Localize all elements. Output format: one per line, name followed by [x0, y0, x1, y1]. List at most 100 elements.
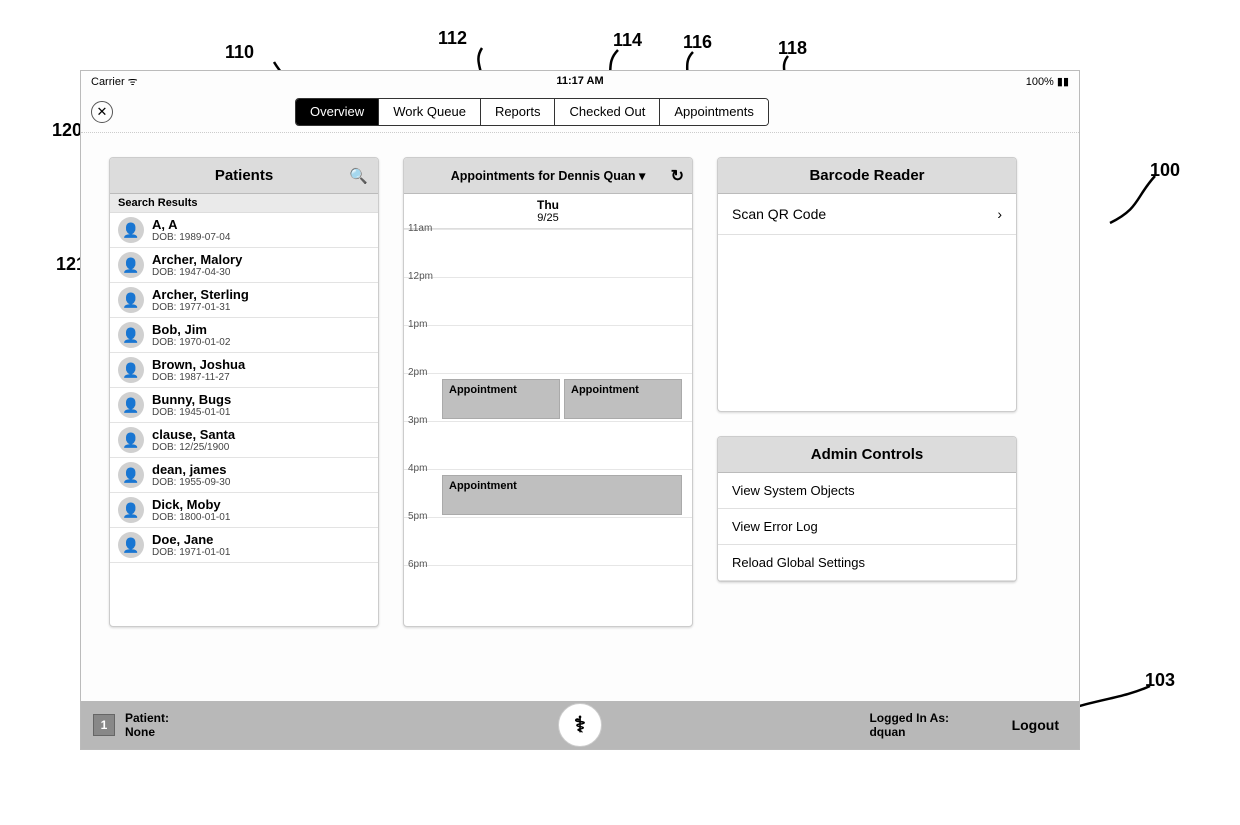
patients-header: Patients 🔍 [110, 158, 378, 194]
close-icon[interactable]: ✕ [91, 101, 113, 123]
tab-work-queue[interactable]: Work Queue [379, 99, 481, 125]
calendar-body[interactable]: 11am12pm1pm2pm3pm4pm5pm6pm AppointmentAp… [404, 229, 692, 626]
logged-in-info: Logged In As: dquan [869, 711, 949, 740]
avatar-icon: 👤 [118, 357, 144, 383]
patient-name: Bunny, Bugs [152, 392, 231, 407]
bottom-bar: 1 Patient: None ⚕ Logged In As: dquan Lo… [81, 701, 1079, 749]
logged-label: Logged In As: [869, 711, 949, 725]
patient-row[interactable]: 👤 dean, jamesDOB: 1955-09-30 [110, 458, 378, 493]
tab-bar: Overview Work Queue Reports Checked Out … [295, 98, 769, 126]
search-icon[interactable]: 🔍 [349, 167, 368, 185]
right-column: Barcode Reader Scan QR Code › Admin Cont… [717, 157, 1017, 693]
barcode-title: Barcode Reader [809, 167, 924, 184]
tab-appointments[interactable]: Appointments [660, 99, 768, 125]
callout-120: 120 [52, 120, 82, 141]
current-patient: Patient: None [125, 711, 169, 740]
patient-row[interactable]: 👤Bunny, BugsDOB: 1945-01-01 [110, 388, 378, 423]
patient-name: Archer, Sterling [152, 287, 249, 302]
hour-label: 1pm [408, 319, 427, 330]
logged-user: dquan [869, 725, 949, 739]
admin-reload[interactable]: Reload Global Settings [718, 545, 1016, 581]
patient-list[interactable]: 👤A, ADOB: 1989-07-04👤Archer, MaloryDOB: … [110, 213, 378, 626]
patient-row[interactable]: 👤 Archer, SterlingDOB: 1977-01-31 [110, 283, 378, 318]
callout-116: 116 [683, 32, 712, 53]
scan-qr-label: Scan QR Code [732, 206, 826, 222]
battery-indicator: 100% ▮▮ [1026, 75, 1069, 88]
date-label: 9/25 [404, 212, 692, 224]
barcode-panel: Barcode Reader Scan QR Code › [717, 157, 1017, 412]
top-nav: ✕ Overview Work Queue Reports Checked Ou… [81, 91, 1079, 133]
patient-name: Dick, Moby [152, 497, 230, 512]
admin-view-system[interactable]: View System Objects [718, 473, 1016, 509]
appointment-block[interactable]: Appointment [442, 379, 560, 419]
patient-name: clause, Santa [152, 427, 235, 442]
patient-name: A, A [152, 217, 230, 232]
avatar-icon: 👤 [118, 427, 144, 453]
hour-label: 12pm [408, 271, 433, 282]
day-label: Thu [404, 198, 692, 212]
patient-dob: DOB: 1971-01-01 [152, 547, 230, 558]
appointments-panel: Appointments for Dennis Quan ▾ ↻ Thu 9/2… [403, 157, 693, 627]
patient-value: None [125, 725, 169, 739]
patient-dob: DOB: 1989-07-04 [152, 232, 230, 243]
patient-row[interactable]: 👤Doe, JaneDOB: 1971-01-01 [110, 528, 378, 563]
avatar-icon: 👤 [118, 322, 144, 348]
logout-button[interactable]: Logout [1012, 717, 1059, 733]
carrier-label: Carrier ᯤ [91, 74, 138, 89]
patient-name: Archer, Malory [152, 252, 242, 267]
patient-count-badge[interactable]: 1 [93, 714, 115, 736]
admin-title: Admin Controls [811, 446, 924, 463]
scan-qr-row[interactable]: Scan QR Code › [718, 194, 1016, 235]
status-bar: Carrier ᯤ 11:17 AM 100% ▮▮ [81, 71, 1079, 91]
clock: 11:17 AM [556, 75, 603, 87]
patient-row[interactable]: 👤 Bob, JimDOB: 1970-01-02 [110, 318, 378, 353]
patient-name: Brown, Joshua [152, 357, 245, 372]
appointments-header[interactable]: Appointments for Dennis Quan ▾ ↻ [404, 158, 692, 194]
patient-dob: DOB: 1987-11-27 [152, 372, 245, 383]
device-frame: Carrier ᯤ 11:17 AM 100% ▮▮ ✕ Overview Wo… [80, 70, 1080, 750]
tab-overview[interactable]: Overview [296, 99, 379, 125]
patient-row[interactable]: 👤 clause, SantaDOB: 12/25/1900 [110, 423, 378, 458]
appointment-block[interactable]: Appointment [564, 379, 682, 419]
avatar-icon: 👤 [118, 497, 144, 523]
patient-dob: DOB: 1955-09-30 [152, 477, 230, 488]
hour-label: 3pm [408, 415, 427, 426]
patient-dob: DOB: 1977-01-31 [152, 302, 249, 313]
avatar-icon: 👤 [118, 532, 144, 558]
tab-checked-out[interactable]: Checked Out [555, 99, 660, 125]
medical-icon[interactable]: ⚕ [558, 703, 602, 747]
date-header: Thu 9/25 [404, 194, 692, 229]
avatar-icon: 👤 [118, 217, 144, 243]
patient-name: Bob, Jim [152, 322, 230, 337]
callout-100: 100 [1150, 160, 1180, 181]
search-results-label: Search Results [110, 194, 378, 213]
patient-row[interactable]: 👤 Brown, JoshuaDOB: 1987-11-27 [110, 353, 378, 388]
hour-label: 2pm [408, 367, 427, 378]
patient-dob: DOB: 1945-01-01 [152, 407, 231, 418]
callout-112: 112 [438, 28, 467, 49]
patient-label: Patient: [125, 711, 169, 725]
patient-dob: DOB: 1800-01-01 [152, 512, 230, 523]
patients-title: Patients [215, 167, 273, 184]
patient-row[interactable]: 👤 Archer, MaloryDOB: 1947-04-30 [110, 248, 378, 283]
avatar-icon: 👤 [118, 462, 144, 488]
avatar-icon: 👤 [118, 287, 144, 313]
refresh-icon[interactable]: ↻ [671, 166, 684, 186]
patient-dob: DOB: 1970-01-02 [152, 337, 230, 348]
barcode-header: Barcode Reader [718, 158, 1016, 194]
hour-label: 6pm [408, 559, 427, 570]
patient-dob: DOB: 12/25/1900 [152, 442, 235, 453]
content-area: Patients 🔍 Search Results 👤 A, ADOB: 1989… [81, 133, 1079, 693]
patient-row[interactable]: 👤 Dick, MobyDOB: 1800-01-01 [110, 493, 378, 528]
patient-row[interactable]: 👤 A, ADOB: 1989-07-04 [110, 213, 378, 248]
patient-dob: DOB: 1947-04-30 [152, 267, 242, 278]
appointment-block[interactable]: Appointment [442, 475, 682, 515]
callout-118: 118 [778, 38, 807, 59]
patient-name: dean, james [152, 462, 230, 477]
hour-label: 5pm [408, 511, 427, 522]
avatar-icon: 👤 [118, 252, 144, 278]
hour-label: 11am [408, 223, 432, 234]
admin-view-errors[interactable]: View Error Log [718, 509, 1016, 545]
callout-103: 103 [1145, 670, 1175, 691]
tab-reports[interactable]: Reports [481, 99, 556, 125]
